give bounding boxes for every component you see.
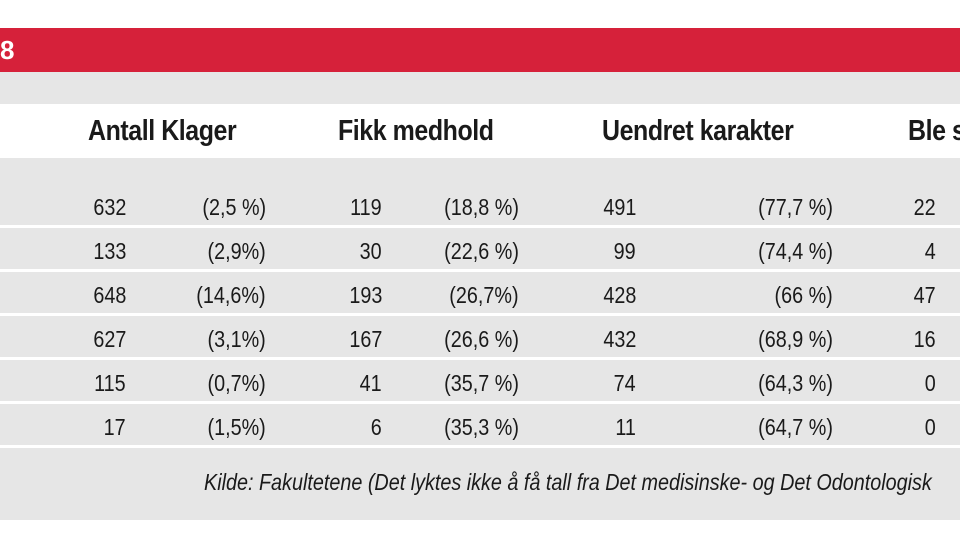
row-divider: [0, 357, 960, 360]
table-row: 632 (2,5 %) 119 (18,8 %) 491 (77,7 %) 22: [0, 184, 960, 228]
cell-klager-pct: (1,5%): [207, 414, 266, 440]
cell-klager: 115: [94, 370, 126, 396]
table-row: 115 (0,7%) 41 (35,7 %) 74 (64,3 %) 0: [0, 360, 960, 404]
cell-klager-pct: (14,6%): [196, 282, 266, 308]
table-row: 648 (14,6%) 193 (26,7%) 428 (66 %) 47: [0, 272, 960, 316]
cell-klager-pct: (3,1%): [207, 326, 266, 352]
cell-klager: 17: [103, 414, 126, 440]
cell-ble: 0: [924, 370, 936, 396]
cell-ble: 0: [924, 414, 936, 440]
cell-ble: 47: [913, 282, 936, 308]
cell-klager: 632: [92, 194, 126, 220]
cell-uendret-pct: (68,9 %): [758, 326, 833, 352]
col-header-antall-klager: Antall Klager: [88, 115, 237, 147]
cell-uendret: 11: [615, 414, 636, 440]
table-row: 17 (1,5%) 6 (35,3 %) 11 (64,7 %) 0: [0, 404, 960, 448]
table-header: Antall Klager Fikk medhold Uendret karak…: [0, 104, 960, 158]
table-row: 133 (2,9%) 30 (22,6 %) 99 (74,4 %) 4: [0, 228, 960, 272]
cell-klager: 627: [92, 326, 126, 352]
cell-uendret-pct: (64,3 %): [758, 370, 833, 396]
cell-uendret: 432: [602, 326, 636, 352]
cell-ble: 16: [913, 326, 936, 352]
cell-medhold: 41: [359, 370, 382, 396]
cell-klager-pct: (2,9%): [207, 238, 266, 264]
source-note: Kilde: Fakultetene (Det lyktes ikke å få…: [204, 469, 932, 495]
cell-medhold-pct: (22,6 %): [444, 238, 519, 264]
cell-medhold-pct: (18,8 %): [444, 194, 519, 220]
cell-uendret: 99: [613, 238, 636, 264]
cell-uendret-pct: (74,4 %): [758, 238, 833, 264]
cell-uendret-pct: (66 %): [774, 282, 833, 308]
row-divider: [0, 225, 960, 228]
cell-klager: 648: [92, 282, 126, 308]
cell-uendret: 491: [602, 194, 636, 220]
row-divider: [0, 445, 960, 448]
col-header-fikk-medhold: Fikk medhold: [338, 115, 494, 147]
cell-klager-pct: (0,7%): [207, 370, 266, 396]
cell-medhold: 193: [348, 282, 382, 308]
cell-klager-pct: (2,5 %): [202, 194, 266, 220]
table-title: 8: [0, 35, 15, 65]
row-divider: [0, 313, 960, 316]
cell-medhold: 30: [359, 238, 382, 264]
cell-medhold: 167: [348, 326, 382, 352]
cell-medhold: 119: [350, 194, 382, 220]
row-divider: [0, 401, 960, 404]
table-row: 627 (3,1%) 167 (26,6 %) 432 (68,9 %) 16: [0, 316, 960, 360]
col-header-ble: Ble s: [908, 115, 960, 147]
cell-medhold: 6: [370, 414, 382, 440]
cell-klager: 133: [92, 238, 126, 264]
cell-ble: 4: [924, 238, 936, 264]
cell-uendret: 74: [613, 370, 636, 396]
col-header-uendret-karakter: Uendret karakter: [602, 115, 794, 147]
cell-medhold-pct: (26,6 %): [444, 326, 519, 352]
cell-uendret: 428: [602, 282, 636, 308]
cell-ble: 22: [913, 194, 936, 220]
cell-medhold-pct: (26,7%): [449, 282, 519, 308]
cell-uendret-pct: (64,7 %): [758, 414, 833, 440]
title-bar: 8: [0, 28, 960, 72]
cell-uendret-pct: (77,7 %): [758, 194, 833, 220]
cell-medhold-pct: (35,7 %): [444, 370, 519, 396]
cell-medhold-pct: (35,3 %): [444, 414, 519, 440]
row-divider: [0, 269, 960, 272]
